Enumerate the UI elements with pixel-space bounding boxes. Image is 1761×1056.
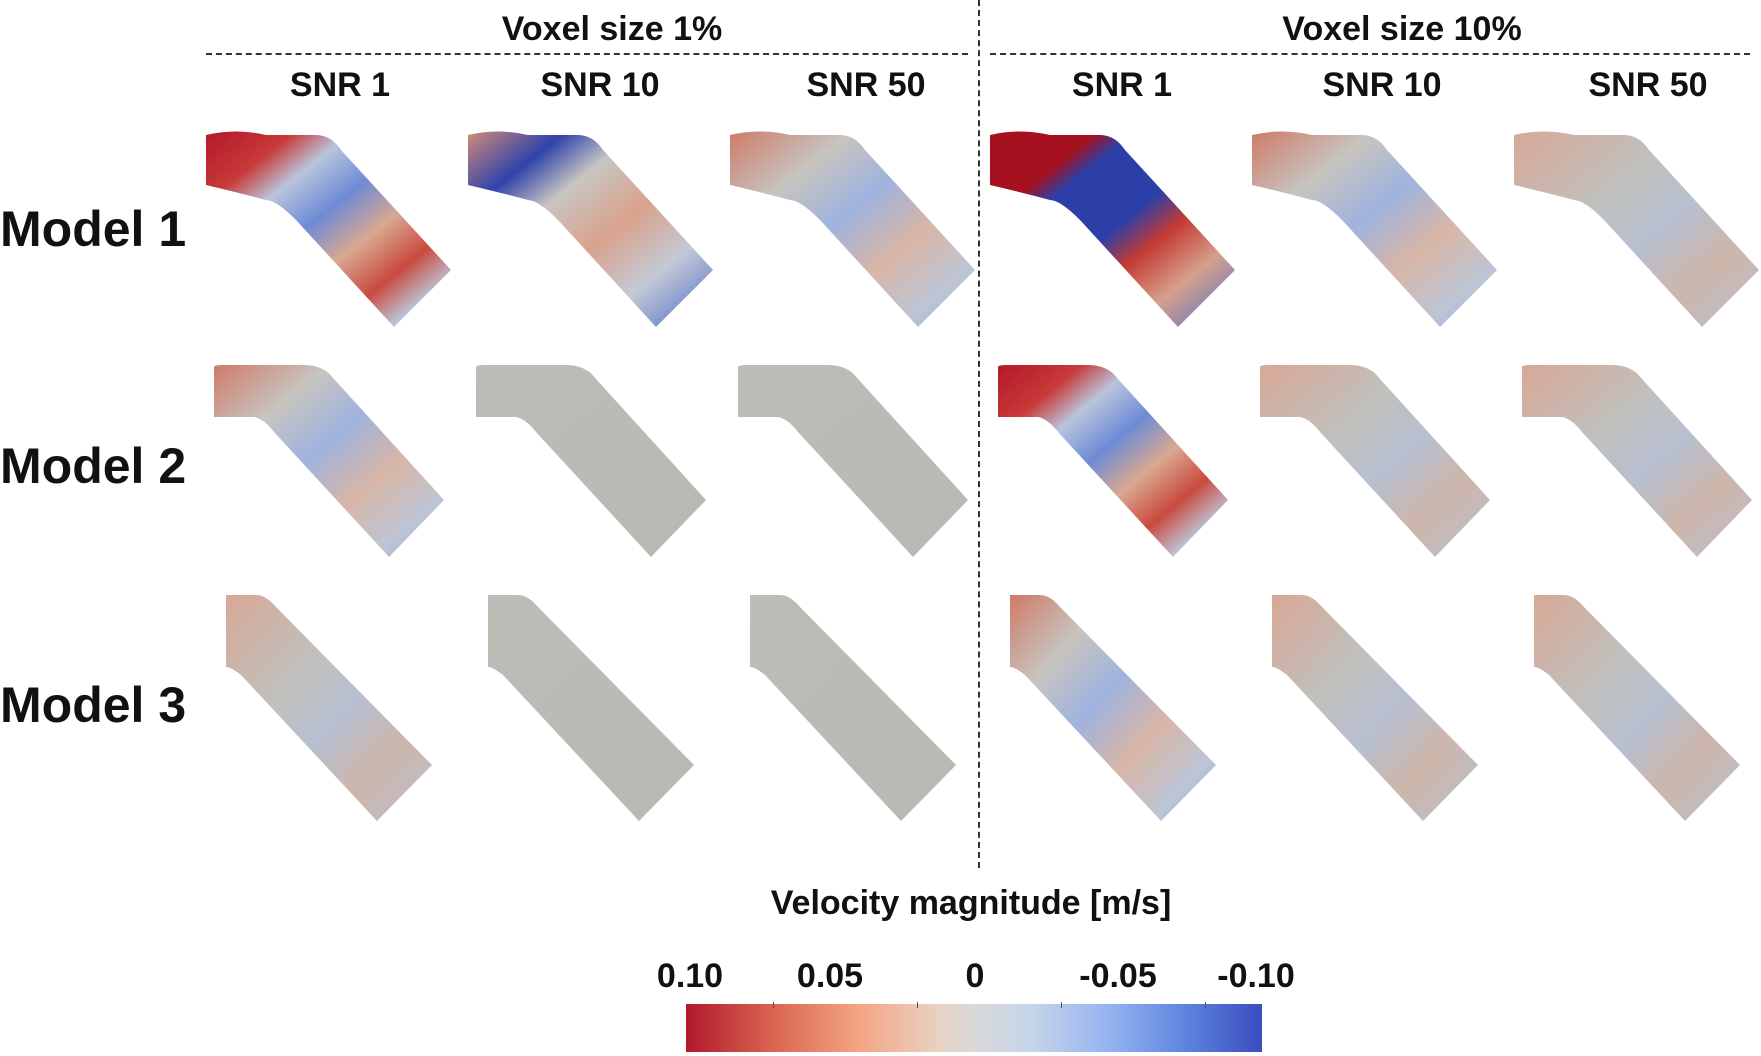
panel-m3-v1-snr10 xyxy=(488,595,694,821)
colorbar-tick-label: 0 xyxy=(965,957,985,995)
panel-m2-v1-snr50 xyxy=(738,365,968,557)
panel-m3-v10-snr1 xyxy=(1010,595,1216,821)
row-title: Model 3 xyxy=(0,677,187,733)
panel-m2-v10-snr1 xyxy=(998,365,1228,557)
panel-m2-v1-snr1 xyxy=(214,365,444,557)
group-title-voxel-10: Voxel size 10% xyxy=(1282,10,1522,48)
panel-m1-v1-snr1 xyxy=(206,131,451,327)
panel-m3-v1-snr50 xyxy=(750,595,956,821)
column-title: SNR 50 xyxy=(806,66,926,104)
column-title: SNR 1 xyxy=(1071,66,1173,104)
panel-m1-v10-snr10 xyxy=(1252,131,1497,327)
column-title: SNR 50 xyxy=(1588,66,1708,104)
panel-m1-v1-snr50 xyxy=(730,131,975,327)
row-title: Model 2 xyxy=(0,438,187,494)
colorbar-tickmark xyxy=(917,1002,918,1008)
colorbar-tickmark xyxy=(1205,1002,1206,1008)
panel-m1-v10-snr1 xyxy=(990,131,1235,327)
column-title: SNR 1 xyxy=(289,66,391,104)
group-divider xyxy=(978,0,980,868)
panel-m2-v1-snr10 xyxy=(476,365,706,557)
colorbar-tick-label: 0.10 xyxy=(656,957,724,995)
panel-m3-v1-snr1 xyxy=(226,595,432,821)
colorbar xyxy=(686,1004,1262,1052)
panel-m2-v10-snr50 xyxy=(1522,365,1752,557)
colorbar-tickmark xyxy=(1061,1002,1062,1008)
group-underline-voxel-10 xyxy=(990,53,1750,55)
group-underline-voxel-1 xyxy=(206,53,968,55)
column-title: SNR 10 xyxy=(1322,66,1442,104)
panel-m2-v10-snr10 xyxy=(1260,365,1490,557)
colorbar-tick-label: -0.10 xyxy=(1217,957,1295,995)
row-title: Model 1 xyxy=(0,201,187,257)
colorbar-tick-label: -0.05 xyxy=(1079,957,1157,995)
panel-m3-v10-snr50 xyxy=(1534,595,1740,821)
colorbar-title: Velocity magnitude [m/s] xyxy=(770,884,1172,922)
panel-m1-v1-snr10 xyxy=(468,131,713,327)
panel-m1-v10-snr50 xyxy=(1514,131,1759,327)
colorbar-tick-label: 0.05 xyxy=(796,957,864,995)
panel-m3-v10-snr10 xyxy=(1272,595,1478,821)
column-title: SNR 10 xyxy=(540,66,660,104)
colorbar-tickmark xyxy=(773,1002,774,1008)
group-title-voxel-1: Voxel size 1% xyxy=(501,10,723,48)
